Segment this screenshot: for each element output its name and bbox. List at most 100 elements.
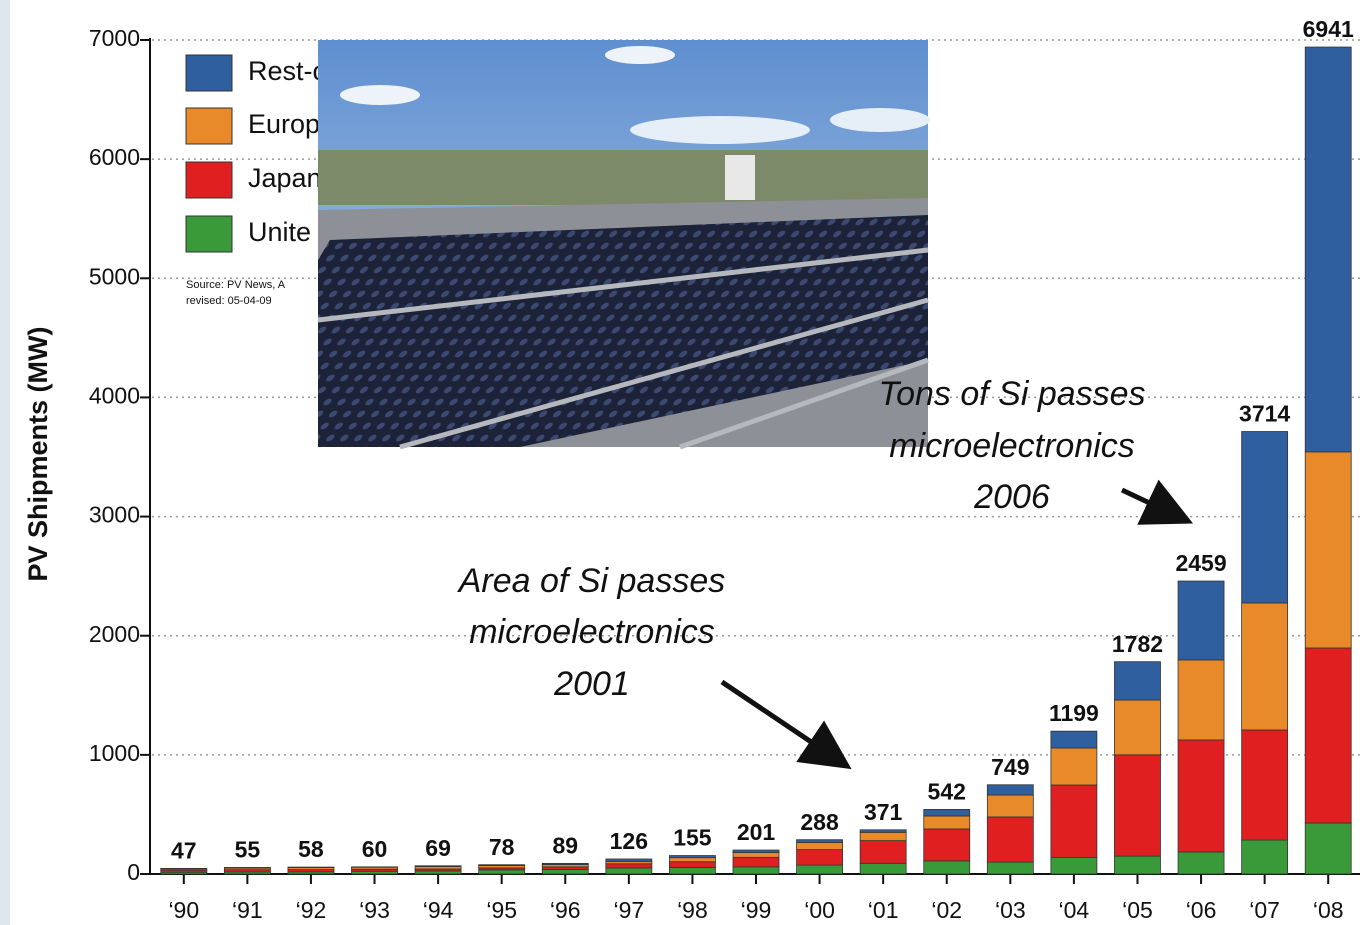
bar-segment — [223, 867, 271, 869]
annotation: Area of Si passes — [457, 562, 725, 600]
total-label: 47 — [171, 837, 197, 863]
bar-segment — [1114, 661, 1161, 701]
x-tick-label: ‘02 — [931, 897, 962, 923]
bar-segment — [796, 842, 843, 850]
bar-segment — [986, 861, 1034, 875]
bar-segment — [859, 829, 907, 833]
y-axis-label: PV Shipments (MW) — [23, 327, 53, 582]
bar-segment — [478, 864, 526, 866]
x-tick-label: ‘94 — [423, 897, 454, 923]
bar-segment — [1050, 856, 1098, 875]
edge-strip — [0, 0, 10, 925]
annotation: Tons of Si passes — [878, 375, 1145, 413]
bar-segment — [541, 862, 589, 865]
bar-segment — [923, 815, 971, 830]
bar-segment — [605, 863, 653, 869]
legend-label: Rest-o — [248, 56, 328, 86]
bar-segment — [796, 864, 843, 875]
total-label: 6941 — [1303, 16, 1354, 42]
x-tick-label: ‘05 — [1122, 897, 1153, 923]
bar-segment — [1241, 839, 1289, 875]
x-tick-label: ‘97 — [613, 897, 644, 923]
bar-segment — [986, 794, 1034, 818]
total-label: 60 — [362, 836, 388, 862]
source-note: revised: 05-04-09 — [186, 295, 272, 307]
x-tick-label: ‘95 — [486, 897, 517, 923]
total-label: 749 — [991, 754, 1029, 780]
bar-segment — [1177, 851, 1225, 875]
bar-segment — [669, 867, 716, 875]
total-label: 3714 — [1239, 401, 1290, 427]
bar-segment — [1114, 855, 1161, 875]
y-tick-label: 1000 — [89, 740, 140, 766]
bar-segment — [1241, 431, 1289, 604]
bar-segment — [1304, 46, 1352, 453]
bar-segment — [923, 809, 971, 817]
legend-label: Unite — [248, 217, 311, 247]
total-label: 126 — [610, 828, 648, 854]
total-label: 89 — [552, 832, 578, 858]
x-tick-label: ‘07 — [1249, 897, 1280, 923]
annotation: microelectronics — [889, 427, 1135, 465]
bar-segment — [859, 840, 907, 864]
legend-label: Europ — [248, 109, 320, 139]
bar-segment — [859, 831, 907, 842]
bar-segment — [859, 862, 907, 875]
bar-segment — [732, 852, 780, 858]
plot: 0 1000 2000 3000 4000 5000 6000 7000 ‘90 47 ‘91 55 ‘… — [89, 16, 1360, 923]
bar-segment — [605, 858, 653, 862]
bar-segment — [732, 866, 780, 875]
total-label: 55 — [235, 837, 261, 863]
total-label: 58 — [298, 836, 324, 862]
y-tick-label: 0 — [127, 859, 140, 885]
bar-segment — [414, 865, 462, 867]
legend-swatch — [185, 215, 233, 253]
x-tick-label: ‘00 — [804, 897, 835, 923]
x-tick-label: ‘08 — [1313, 897, 1344, 923]
bar-segment — [478, 869, 526, 875]
bar-segment — [1304, 822, 1352, 875]
bar-segment — [986, 784, 1034, 796]
total-label: 155 — [673, 825, 712, 851]
legend-label: Japan — [248, 163, 322, 193]
legend-swatch — [185, 161, 233, 199]
total-label: 2459 — [1175, 550, 1226, 576]
x-tick-label: ‘92 — [296, 897, 327, 923]
x-tick-label: ‘06 — [1186, 897, 1217, 923]
bar-segment — [923, 860, 971, 875]
bar-segment — [351, 870, 398, 875]
total-label: 1782 — [1112, 631, 1163, 657]
y-tick-label: 7000 — [89, 25, 140, 51]
bar-segment — [605, 867, 653, 875]
y-tick-label: 2000 — [89, 621, 140, 647]
arrow — [720, 679, 852, 770]
arrow — [1120, 479, 1194, 525]
annotation: 2001 — [553, 665, 630, 703]
bar-segment — [1177, 739, 1225, 853]
total-label: 542 — [928, 779, 966, 805]
x-tick-label: ‘91 — [232, 897, 263, 923]
bar-segment — [796, 839, 843, 843]
legend-swatch — [185, 107, 233, 145]
bar-segment — [1050, 747, 1098, 786]
bar-segment — [669, 861, 716, 868]
total-label: 78 — [489, 834, 515, 860]
y-tick-label: 6000 — [89, 144, 140, 170]
source-note: Source: PV News, A — [186, 279, 286, 291]
bar-segment — [923, 828, 971, 862]
x-tick-label: ‘04 — [1059, 897, 1090, 923]
bar-segment — [541, 868, 589, 875]
photo — [317, 40, 930, 450]
bar-segment — [1304, 451, 1352, 649]
total-label: 69 — [425, 835, 451, 861]
x-tick-label: ‘98 — [677, 897, 708, 923]
bar-segment — [1114, 754, 1161, 857]
x-tick-label: ‘99 — [741, 897, 772, 923]
y-tick-label: 4000 — [89, 383, 140, 409]
x-tick-label: ‘90 — [168, 897, 199, 923]
legend-swatch — [185, 54, 233, 92]
total-label: 1199 — [1049, 700, 1099, 726]
bar-segment — [669, 857, 716, 863]
total-label: 288 — [800, 809, 839, 835]
